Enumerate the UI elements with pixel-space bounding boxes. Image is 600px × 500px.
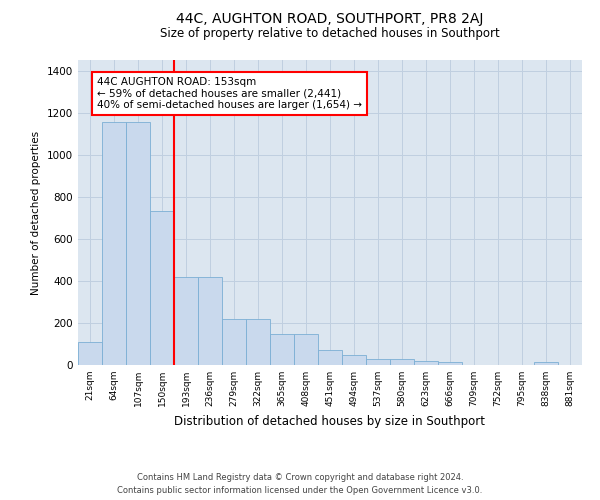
Bar bbox=[150, 212, 174, 365]
Bar bbox=[414, 361, 438, 365]
Text: Contains public sector information licensed under the Open Government Licence v3: Contains public sector information licen… bbox=[118, 486, 482, 495]
Bar bbox=[390, 358, 414, 365]
Bar bbox=[78, 342, 102, 365]
Text: 44C, AUGHTON ROAD, SOUTHPORT, PR8 2AJ: 44C, AUGHTON ROAD, SOUTHPORT, PR8 2AJ bbox=[176, 12, 484, 26]
Text: Size of property relative to detached houses in Southport: Size of property relative to detached ho… bbox=[160, 28, 500, 40]
Bar bbox=[438, 362, 462, 365]
Bar bbox=[222, 318, 246, 365]
Y-axis label: Number of detached properties: Number of detached properties bbox=[31, 130, 41, 294]
Text: 44C AUGHTON ROAD: 153sqm
← 59% of detached houses are smaller (2,441)
40% of sem: 44C AUGHTON ROAD: 153sqm ← 59% of detach… bbox=[97, 77, 362, 110]
Bar bbox=[198, 276, 222, 365]
Bar bbox=[534, 362, 558, 365]
X-axis label: Distribution of detached houses by size in Southport: Distribution of detached houses by size … bbox=[175, 414, 485, 428]
Bar bbox=[318, 350, 342, 365]
Bar bbox=[126, 122, 150, 365]
Bar bbox=[174, 276, 198, 365]
Bar bbox=[246, 318, 270, 365]
Bar bbox=[102, 122, 126, 365]
Bar bbox=[366, 358, 390, 365]
Bar bbox=[342, 355, 366, 365]
Bar bbox=[270, 334, 294, 365]
Bar bbox=[294, 334, 318, 365]
Text: Contains HM Land Registry data © Crown copyright and database right 2024.: Contains HM Land Registry data © Crown c… bbox=[137, 472, 463, 482]
